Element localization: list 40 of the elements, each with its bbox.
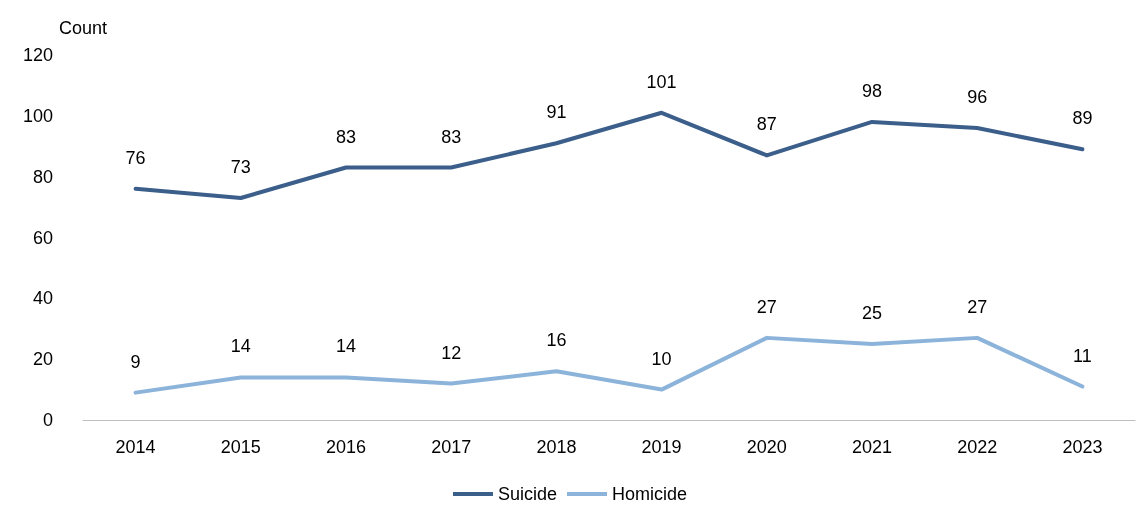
data-label: 73	[230, 156, 251, 177]
x-tick-label: 2023	[1062, 437, 1103, 457]
data-label: 96	[967, 87, 988, 107]
y-tick-label: 0	[42, 410, 53, 430]
legend-label: Suicide	[497, 484, 558, 504]
data-label: 91	[546, 102, 567, 123]
x-tick-label: 2015	[220, 437, 261, 457]
data-label: 11	[1073, 345, 1092, 366]
x-tick-label: 2021	[851, 437, 893, 457]
data-label: 10	[651, 348, 672, 369]
data-label: 27	[967, 296, 988, 317]
data-label: 89	[1072, 108, 1093, 129]
y-tick-label: 80	[32, 166, 53, 187]
data-label: 83	[441, 126, 462, 147]
data-label: 12	[441, 342, 462, 363]
data-label: 14	[230, 336, 251, 357]
data-label: 83	[335, 126, 357, 147]
x-tick-label: 2016	[325, 437, 367, 457]
data-label: 98	[861, 80, 883, 101]
y-tick-label: 20	[32, 349, 53, 370]
x-tick-label: 2018	[536, 437, 577, 457]
x-tick-label: 2022	[957, 437, 998, 457]
data-label: 87	[756, 114, 777, 135]
x-tick-label: 2017	[431, 437, 472, 457]
y-tick-label: 120	[22, 45, 53, 65]
data-label: 101	[646, 71, 677, 92]
y-tick-label: 100	[22, 105, 53, 126]
x-tick-label: 2014	[115, 437, 156, 457]
data-label: 27	[756, 296, 777, 317]
data-label: 14	[335, 336, 357, 357]
y-tick-label: 60	[32, 227, 53, 248]
data-label: 9	[130, 351, 141, 372]
data-label: 25	[861, 302, 883, 323]
legend-label: Homicide	[612, 484, 688, 504]
y-tick-label: 40	[32, 288, 53, 309]
x-tick-label: 2019	[641, 437, 682, 457]
data-label: 16	[546, 330, 567, 351]
y-axis-title: Count	[58, 18, 108, 38]
data-label: 76	[125, 147, 146, 168]
x-tick-label: 2020	[746, 437, 787, 457]
